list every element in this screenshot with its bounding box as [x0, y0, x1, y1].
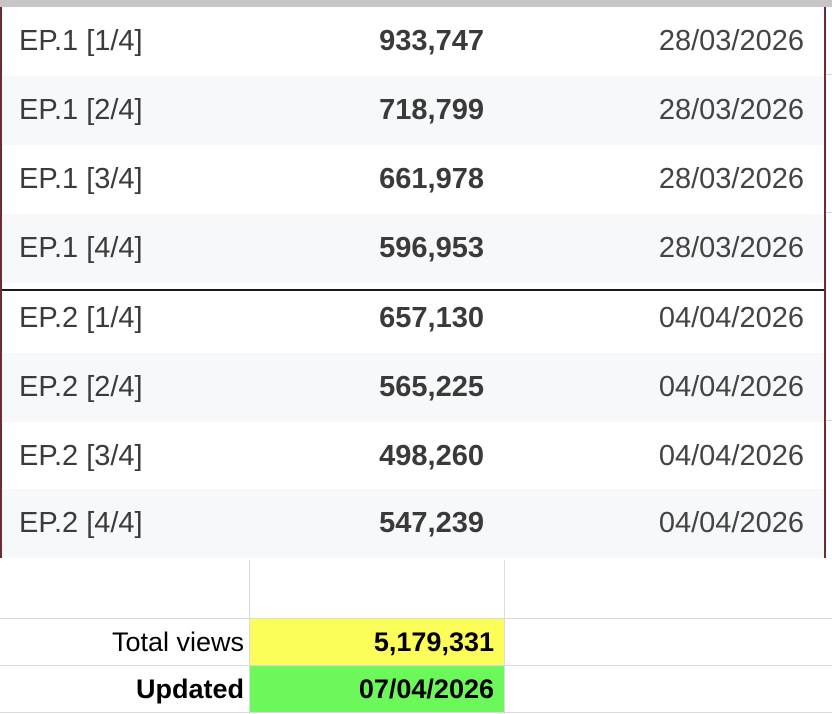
views-cell[interactable]: 718,799 — [379, 94, 484, 126]
table-row[interactable]: EP.2 [1/4] 657,130 04/04/2026 — [0, 284, 824, 353]
top-edge — [0, 0, 832, 7]
gridline — [0, 665, 832, 666]
total-views-value[interactable]: 5,179,331 — [250, 619, 504, 665]
episode-cell[interactable]: EP.2 [1/4] — [19, 302, 143, 334]
date-cell[interactable]: 28/03/2026 — [658, 94, 804, 126]
table-row[interactable]: EP.2 [4/4] 547,239 04/04/2026 — [0, 489, 824, 558]
updated-label[interactable]: Updated — [136, 674, 244, 704]
table-left-border — [0, 7, 2, 558]
views-cell[interactable]: 596,953 — [379, 232, 484, 264]
date-cell[interactable]: 28/03/2026 — [658, 232, 804, 264]
gridline — [826, 420, 832, 421]
table-row[interactable]: EP.2 [3/4] 498,260 04/04/2026 — [0, 422, 824, 491]
episode-cell[interactable]: EP.1 [3/4] — [19, 163, 143, 195]
table-row[interactable]: EP.1 [4/4] 596,953 28/03/2026 — [0, 214, 824, 283]
gridline — [826, 74, 832, 75]
gridline — [826, 212, 832, 213]
gridline — [504, 560, 505, 714]
views-cell[interactable]: 657,130 — [379, 302, 484, 334]
episode-cell[interactable]: EP.2 [3/4] — [19, 440, 143, 472]
episode-views-table: EP.1 [1/4] 933,747 28/03/2026 EP.1 [2/4]… — [0, 7, 826, 558]
episode-cell[interactable]: EP.2 [4/4] — [19, 507, 143, 539]
table-row[interactable]: EP.1 [2/4] 718,799 28/03/2026 — [0, 76, 824, 145]
date-cell[interactable]: 04/04/2026 — [658, 507, 804, 539]
episode-cell[interactable]: EP.1 [1/4] — [19, 25, 143, 57]
gridline — [0, 712, 832, 713]
episode-cell[interactable]: EP.2 [2/4] — [19, 371, 143, 403]
gridline — [0, 618, 832, 619]
date-cell[interactable]: 04/04/2026 — [658, 440, 804, 472]
table-row[interactable]: EP.2 [2/4] 565,225 04/04/2026 — [0, 353, 824, 422]
gridline — [249, 560, 250, 714]
episode-cell[interactable]: EP.1 [2/4] — [19, 94, 143, 126]
date-cell[interactable]: 28/03/2026 — [658, 163, 804, 195]
date-cell[interactable]: 04/04/2026 — [658, 371, 804, 403]
date-cell[interactable]: 04/04/2026 — [658, 302, 804, 334]
views-cell[interactable]: 933,747 — [379, 25, 484, 57]
episode-cell[interactable]: EP.1 [4/4] — [19, 232, 143, 264]
views-cell[interactable]: 547,239 — [379, 507, 484, 539]
views-cell[interactable]: 498,260 — [379, 440, 484, 472]
table-row[interactable]: EP.1 [3/4] 661,978 28/03/2026 — [0, 145, 824, 214]
views-cell[interactable]: 565,225 — [379, 371, 484, 403]
table-row[interactable]: EP.1 [1/4] 933,747 28/03/2026 — [0, 7, 824, 76]
total-views-label[interactable]: Total views — [111, 627, 244, 657]
episode-group-divider — [0, 289, 824, 291]
views-cell[interactable]: 661,978 — [379, 163, 484, 195]
updated-date-value[interactable]: 07/04/2026 — [250, 666, 504, 712]
date-cell[interactable]: 28/03/2026 — [658, 25, 804, 57]
